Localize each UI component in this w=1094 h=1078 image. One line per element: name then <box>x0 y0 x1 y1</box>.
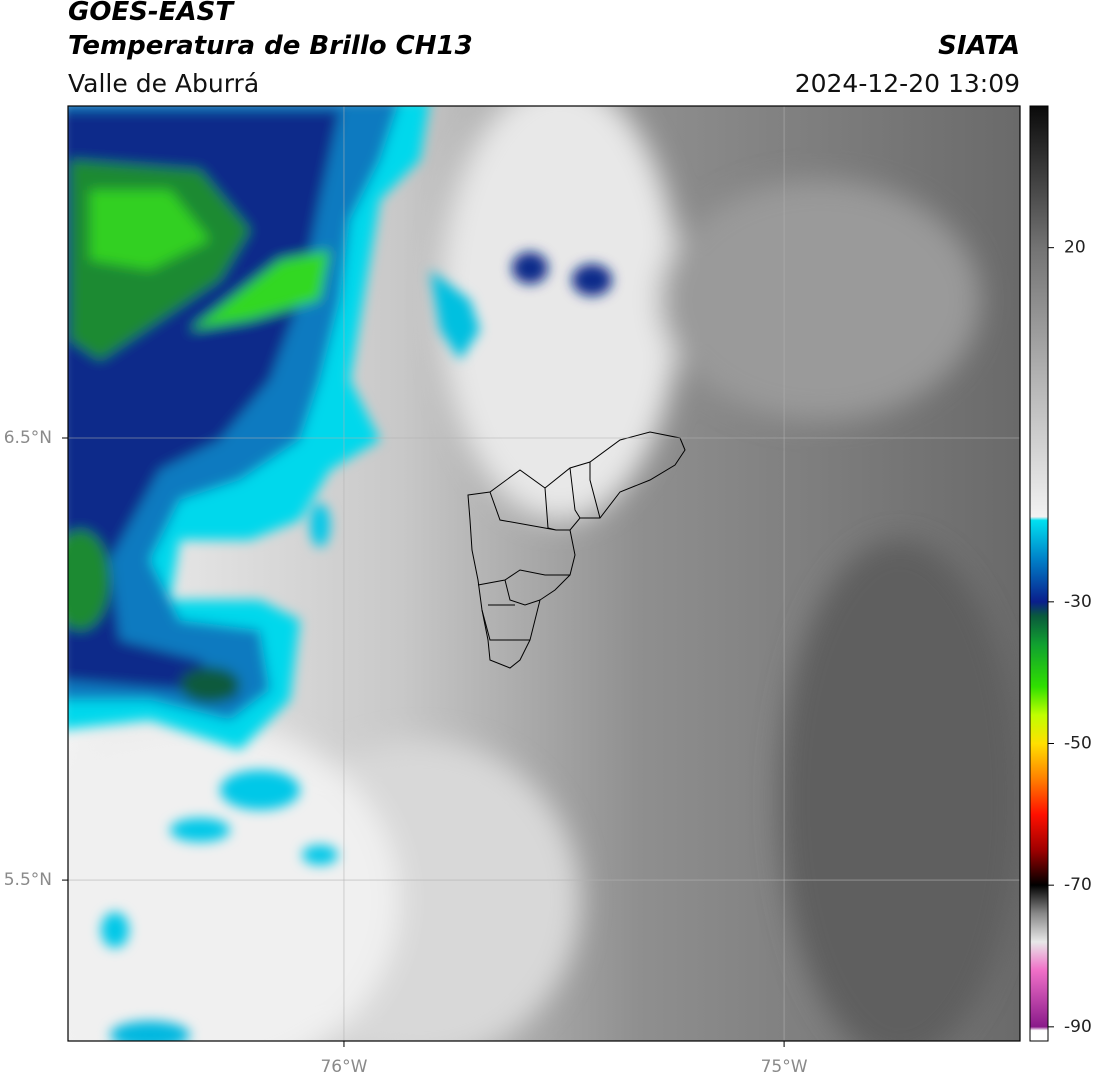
x-tick-label: 76°W <box>320 1057 367 1077</box>
grid <box>68 106 1020 1041</box>
y-tick-label: 5.5°N <box>4 870 52 890</box>
satellite-image <box>68 106 1020 1041</box>
title: GOES-EAST <box>68 0 235 27</box>
map-frame <box>67 105 1021 1042</box>
colorbar-tick-label: 20 <box>1064 238 1086 258</box>
datetime: 2024-12-20 13:09 <box>795 69 1020 98</box>
source: SIATA <box>938 31 1020 61</box>
colorbar <box>1029 105 1049 1042</box>
colorbar-tick-label: -50 <box>1064 734 1092 754</box>
valley-boundary <box>467 431 686 669</box>
y-tick-label: 6.5°N <box>4 428 52 448</box>
region: Valle de Aburrá <box>68 69 259 98</box>
colorbar-tick-label: -30 <box>1064 592 1092 612</box>
colorbar-tick-label: -90 <box>1064 1017 1092 1037</box>
x-tick-label: 75°W <box>761 1057 808 1077</box>
colorbar-tick-label: -70 <box>1064 875 1092 895</box>
subtitle: Temperatura de Brillo CH13 <box>68 31 473 61</box>
